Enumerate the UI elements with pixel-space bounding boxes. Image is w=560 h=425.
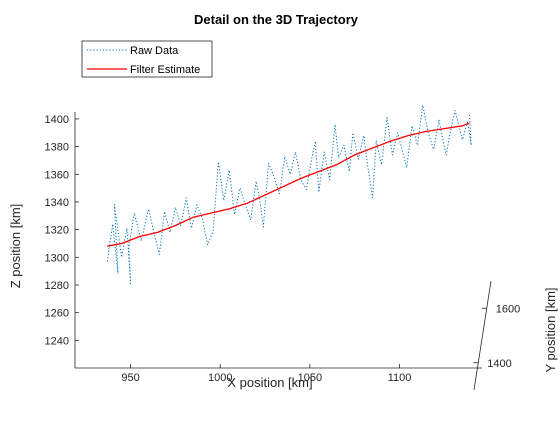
z-tick-label: 1400 — [45, 114, 69, 126]
z-tick-label: 1280 — [45, 280, 69, 292]
legend-label-filter: Filter Estimate — [130, 64, 200, 76]
z-axis-label: Z position [km] — [8, 204, 23, 289]
axes-frame: 1240 1260 1280 1300 1320 1340 1360 1380 1400 950 1… — [45, 112, 520, 391]
series-line-raw-data — [106, 104, 472, 285]
legend-box — [81, 40, 213, 78]
x-tick-label: 1050 — [298, 372, 322, 384]
x-tick-label: 950 — [121, 372, 139, 384]
legend-label-raw: Raw Data — [130, 45, 179, 57]
x-axis-label: X position [km] — [227, 375, 312, 390]
z-tick-label: 1240 — [45, 335, 69, 347]
series-line-filter-estimate — [107, 122, 470, 247]
y-tick-label: 1400 — [487, 358, 511, 370]
y-axis-line — [473, 280, 492, 391]
chart-title: Detail on the 3D Trajectory — [194, 12, 359, 27]
z-tick-label: 1380 — [45, 142, 69, 154]
y-tick-label: 1600 — [496, 303, 520, 315]
z-tick-label: 1320 — [45, 225, 69, 237]
x-tick-label: 1000 — [208, 372, 232, 384]
series-layer — [106, 104, 472, 285]
x-tick-label: 1100 — [388, 372, 412, 384]
z-tick-label: 1300 — [45, 252, 69, 264]
z-tick-label: 1260 — [45, 308, 69, 320]
y-axis-label: Y position [km] — [543, 287, 558, 372]
z-tick-label: 1340 — [45, 197, 69, 209]
z-tick-label: 1360 — [45, 169, 69, 181]
legend: Raw Data Filter Estimate — [81, 40, 213, 78]
